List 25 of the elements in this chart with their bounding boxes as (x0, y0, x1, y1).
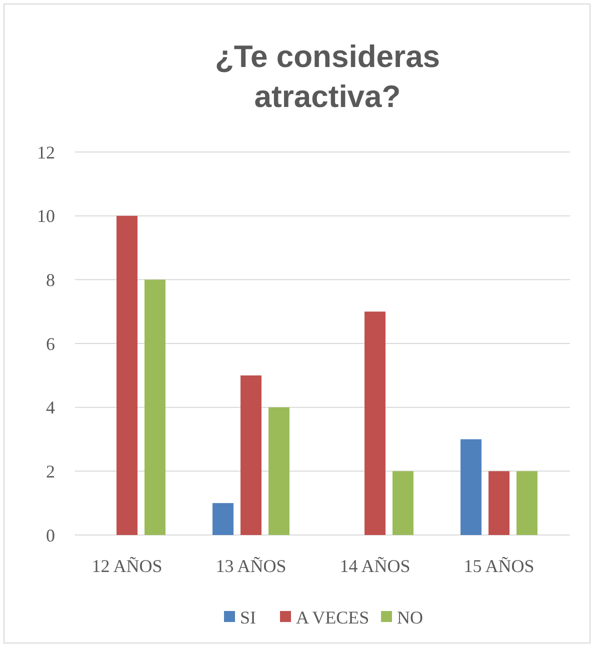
y-tick-label: 8 (46, 270, 55, 290)
bar (460, 439, 482, 535)
bar (516, 471, 538, 535)
x-tick-label: 13 AÑOS (216, 556, 286, 576)
y-tick-label: 2 (46, 461, 55, 482)
bar (392, 471, 414, 535)
legend-label: SI (240, 607, 256, 628)
x-tick-label: 14 AÑOS (340, 556, 410, 576)
chart-title: ¿Te consideras atractiva? (214, 39, 440, 114)
y-tick-label: 10 (37, 206, 55, 226)
bar (364, 312, 386, 535)
y-tick-label: 6 (46, 334, 55, 354)
bar (488, 471, 510, 535)
bar (240, 375, 262, 535)
y-tick-label: 12 (37, 142, 55, 162)
bar (268, 407, 290, 535)
bar (212, 503, 234, 535)
y-tick-label: 0 (46, 525, 55, 546)
y-tick-label: 4 (46, 398, 55, 418)
legend-label: A VECES (296, 607, 370, 628)
x-tick-label: 15 AÑOS (464, 556, 534, 576)
legend-label: NO (397, 607, 423, 628)
x-tick-label: 12 AÑOS (92, 556, 162, 576)
bar (116, 216, 138, 535)
bar (144, 280, 166, 535)
